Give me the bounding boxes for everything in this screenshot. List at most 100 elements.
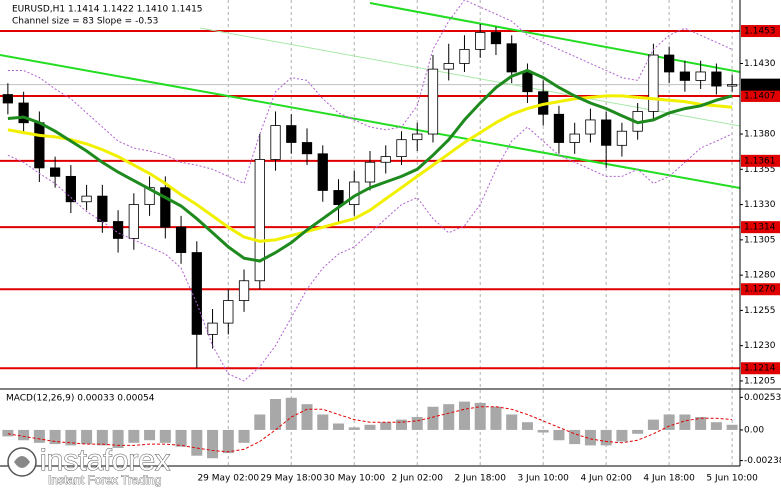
y-tick-label: 1.1330 — [744, 200, 776, 210]
macd-bar — [159, 429, 171, 443]
macd-bar — [663, 414, 675, 430]
candle-body — [97, 195, 108, 222]
macd-bar — [301, 404, 313, 430]
candle-body — [601, 119, 612, 146]
macd-bar — [521, 422, 533, 430]
candle-body — [128, 204, 139, 239]
logo-icon — [14, 456, 30, 468]
x-tick-label: 3 Jun 10:00 — [517, 474, 569, 484]
macd-bar — [380, 422, 392, 430]
candle-body — [223, 300, 234, 324]
logo-text: instaforex — [40, 444, 170, 477]
candle-body — [396, 139, 407, 158]
level-label: 1.1314 — [744, 223, 776, 233]
macd-title: MACD(12,26,9) 0.00033 0.00054 — [6, 394, 155, 404]
y-tick-label: 0.00 — [744, 425, 764, 435]
trend-line — [0, 54, 740, 189]
candle-body — [301, 142, 313, 155]
candle-body — [18, 102, 29, 124]
macd-bar — [112, 429, 124, 448]
macd-bar — [128, 429, 140, 443]
last-price-tag — [741, 78, 780, 91]
candle-body — [412, 133, 423, 141]
candle-body — [475, 32, 486, 50]
macd-bar — [348, 427, 360, 430]
axes — [0, 0, 781, 467]
signal-line — [7, 406, 733, 453]
candle-body — [317, 153, 328, 191]
macd-bar — [569, 429, 581, 445]
macd-bar — [191, 429, 203, 456]
indicator-line — [7, 68, 733, 263]
candle-body — [679, 71, 691, 81]
candle-body — [191, 252, 202, 335]
x-tick-label: 29 May 02:00 — [197, 474, 259, 484]
y-tick-label: 1.1380 — [744, 130, 776, 140]
macd-bar — [584, 429, 596, 446]
chart-subtitle: Channel size = 83 Slope = -0.53 — [12, 17, 158, 27]
candle-body — [112, 221, 124, 239]
macd-bar — [474, 402, 486, 430]
candle-body — [616, 130, 628, 146]
candle-body — [34, 122, 45, 169]
macd-bar — [222, 429, 234, 454]
level-label: 1.1270 — [744, 285, 776, 295]
macd-bar — [395, 419, 407, 430]
x-tick-label: 4 Jun 02:00 — [580, 474, 632, 484]
candle-body — [506, 43, 517, 73]
candle-body — [664, 54, 675, 73]
y-tick-label: 1.1430 — [744, 59, 776, 69]
macd-bar — [49, 429, 61, 445]
candle-body — [49, 167, 61, 177]
candle-body — [175, 226, 187, 253]
y-tick-label: 1.1205 — [744, 376, 776, 386]
y-tick-label: 1.1305 — [744, 235, 776, 245]
level-tag — [741, 154, 780, 167]
level-tag — [741, 362, 780, 375]
x-tick-label: 4 Jun 18:00 — [643, 474, 695, 484]
candle-body — [459, 48, 470, 64]
candle-body — [160, 187, 171, 228]
x-tick-label: 5 Jun 10:00 — [706, 474, 758, 484]
indicator-line — [7, 94, 733, 243]
level-label: 1.1453 — [744, 27, 776, 37]
logo-tagline: Instant Forex Trading — [48, 473, 161, 487]
level-tag — [741, 283, 780, 296]
candle-body — [727, 84, 738, 87]
trend-line — [369, 2, 740, 73]
candle-body — [490, 32, 502, 45]
macd-bar — [647, 419, 659, 430]
candle-body — [207, 322, 218, 335]
macd-bar — [600, 429, 612, 446]
macd-bar — [285, 397, 297, 430]
y-tick-label: 1.1355 — [744, 165, 776, 175]
candle-body — [648, 54, 659, 112]
y-tick-label: -0.00238 — [744, 456, 781, 466]
candle-body — [443, 63, 454, 70]
x-tick-label: 2 Jun 02:00 — [392, 474, 444, 484]
macd-bar — [144, 429, 156, 441]
candle-body — [695, 71, 706, 81]
x-tick-label: 30 May 10:00 — [323, 474, 385, 484]
y-tick-label: 1.1230 — [744, 341, 776, 351]
macd-bar — [443, 404, 455, 430]
candle-body — [553, 113, 565, 143]
candle-body — [81, 195, 92, 203]
x-tick-label: 29 May 18:00 — [260, 474, 322, 484]
candle-body — [333, 190, 344, 205]
candle-body — [2, 94, 13, 104]
macd-bar — [458, 401, 470, 430]
candle-body — [427, 68, 439, 135]
level-label: 1.1361 — [744, 156, 776, 166]
macd-bar — [18, 429, 30, 441]
macd-bar — [81, 429, 93, 445]
macd-bar — [616, 429, 628, 442]
candle-body — [270, 125, 281, 160]
macd-bar — [553, 429, 565, 441]
macd-bar — [333, 423, 345, 430]
candle-body — [569, 133, 580, 143]
candle-body — [65, 175, 76, 203]
macd-bar — [726, 424, 738, 430]
macd-bar — [270, 399, 282, 430]
macd-bar — [65, 429, 77, 446]
